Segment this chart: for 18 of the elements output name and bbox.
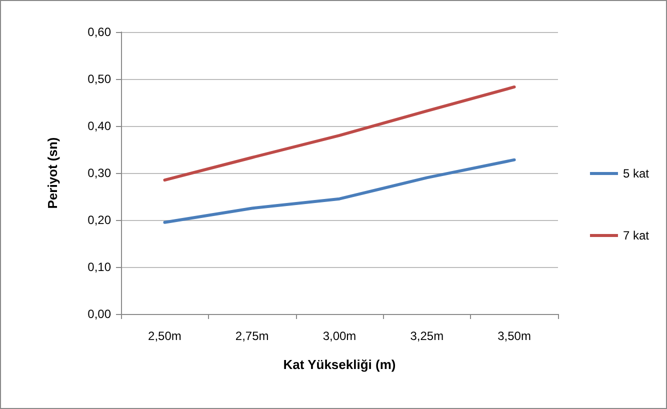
y-tick-label: 0,40 (88, 119, 112, 133)
y-axis-title: Periyot (sn) (45, 137, 60, 209)
y-tick-label: 0,50 (88, 72, 112, 86)
x-tick-label: 3,25m (410, 329, 444, 343)
x-axis-title: Kat Yüksekliği (m) (283, 357, 396, 372)
x-tick-label: 2,50m (148, 329, 182, 343)
y-tick-label: 0,60 (88, 25, 112, 39)
y-tick-label: 0,30 (88, 166, 112, 180)
line-series (163, 158, 516, 224)
y-tick-label: 0,00 (88, 307, 112, 321)
x-tick-label: 2,75m (235, 329, 269, 343)
x-tick-label: 3,00m (322, 329, 356, 343)
legend-label: 7 kat (622, 228, 650, 242)
line-series (163, 85, 516, 182)
legend-label: 5 kat (622, 166, 650, 180)
y-tick-label: 0,10 (88, 260, 112, 274)
y-tick-label: 0,20 (88, 213, 112, 227)
x-tick-label: 3,50m (498, 329, 531, 343)
